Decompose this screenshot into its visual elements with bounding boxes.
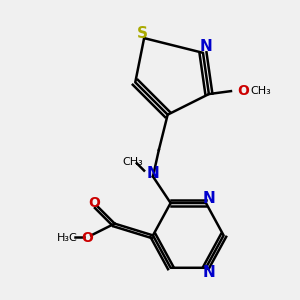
Text: S: S <box>137 26 148 41</box>
Text: CH₃: CH₃ <box>122 157 143 167</box>
Text: H₃C: H₃C <box>57 233 78 243</box>
Text: N: N <box>200 39 212 54</box>
Text: O: O <box>237 84 249 98</box>
Text: N: N <box>202 191 215 206</box>
Text: N: N <box>147 166 159 181</box>
Text: O: O <box>88 196 100 210</box>
Text: CH₃: CH₃ <box>250 86 271 96</box>
Text: O: O <box>81 231 93 245</box>
Text: N: N <box>202 265 215 280</box>
